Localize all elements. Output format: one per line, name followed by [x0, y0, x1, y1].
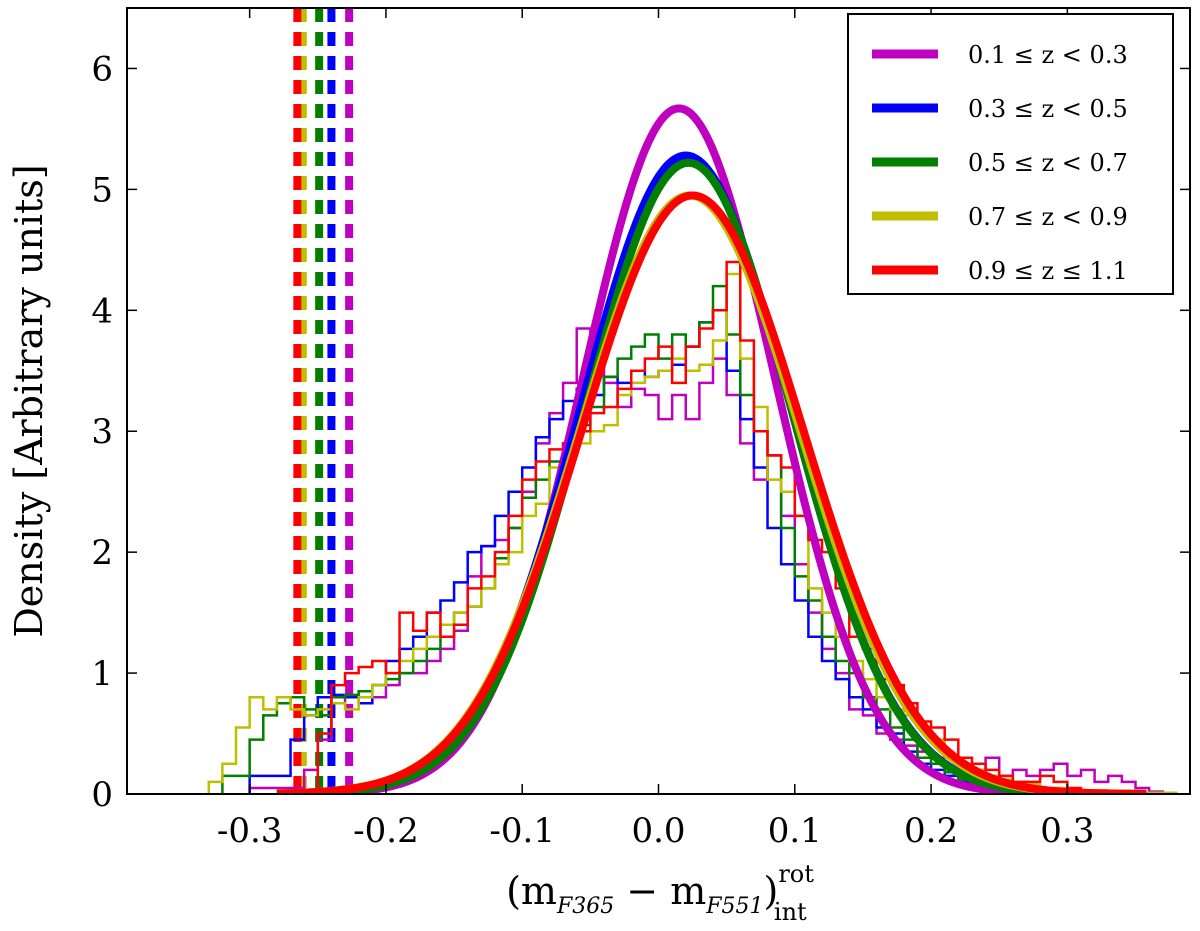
y-tick-label: 5: [91, 170, 113, 210]
x-tick-label: -0.1: [489, 811, 555, 851]
y-tick-label: 0: [91, 775, 113, 815]
histogram-0-5-0-7: [221, 284, 1042, 794]
y-tick-label: 2: [91, 533, 113, 573]
gaussian-fit-0-5-0-7: [275, 158, 1148, 794]
legend: 0.1 ≤ z < 0.3 0.3 ≤ z < 0.5 0.5 ≤ z < 0.7 0…: [847, 13, 1174, 295]
histogram-0-1-0-3: [248, 327, 1164, 794]
x-tick-label: -0.2: [353, 811, 419, 851]
legend-label-0-5-0-7: 0.5 ≤ z < 0.7: [968, 149, 1128, 177]
legend-label-0-7-0-9: 0.7 ≤ z < 0.9: [968, 203, 1128, 231]
y-tick-label: 3: [91, 412, 113, 452]
x-tick-label: -0.3: [217, 811, 283, 851]
legend-label-0-1-0-3: 0.1 ≤ z < 0.3: [968, 41, 1128, 69]
legend-label-0-9-1-1: 0.9 ≤ z ≤ 1.1: [968, 257, 1128, 285]
legend-box: [847, 13, 1174, 295]
x-tick-label: 0.2: [904, 811, 958, 851]
y-tick-label: 6: [91, 49, 113, 89]
series-layer: [207, 8, 1178, 794]
legend-label-0-3-0-5: 0.3 ≤ z < 0.5: [968, 95, 1128, 123]
x-axis-title: (mF365 − mF551)rot int: [506, 860, 814, 926]
y-tick-label: 1: [91, 654, 113, 694]
gaussian-fit-0-9-1-1: [275, 191, 1148, 794]
histogram-0-9-1-1: [316, 260, 1096, 794]
y-axis-title: Density [Arbitrary units]: [7, 164, 51, 637]
x-tick-label: 0.1: [768, 811, 822, 851]
y-tick-label: 4: [91, 291, 113, 331]
axis-ticks: -0.3 -0.2 -0.1 0.0 0.1 0.2 0.3 0 1 2 3 4 5 6: [91, 8, 1190, 851]
histogram-0-7-0-9: [207, 272, 1178, 794]
x-tick-label: 0.3: [1040, 811, 1094, 851]
x-tick-label: 0.0: [631, 811, 685, 851]
